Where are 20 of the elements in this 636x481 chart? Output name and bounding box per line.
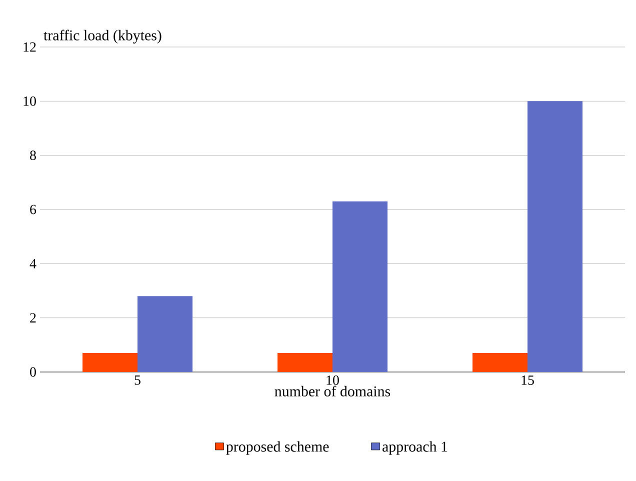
bar [278, 353, 333, 372]
legend-label: proposed scheme [226, 441, 329, 455]
y-tick-label: 0 [30, 367, 36, 377]
y-tick-label: 4 [30, 259, 36, 268]
x-axis-title: number of domains [274, 386, 390, 396]
y-tick-label: 12 [24, 42, 36, 52]
y-tick-label: 2 [30, 313, 36, 322]
bar [82, 353, 138, 372]
y-tick-label: 10 [24, 96, 36, 106]
bar [528, 101, 583, 372]
bar [138, 296, 192, 372]
y-tick-label: 6 [30, 204, 36, 214]
bar [472, 353, 528, 372]
x-tick-label: 10 [326, 376, 339, 385]
y-axis-title: traffic load (kbytes) [44, 30, 162, 44]
y-tick-label: 8 [30, 150, 36, 160]
x-tick-label: 5 [134, 376, 140, 385]
x-tick-label: 15 [522, 376, 534, 385]
bar [332, 201, 388, 372]
legend-label: approach 1 [382, 441, 448, 455]
